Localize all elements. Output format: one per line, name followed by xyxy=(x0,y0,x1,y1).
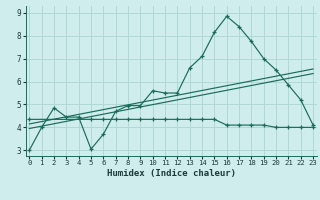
X-axis label: Humidex (Indice chaleur): Humidex (Indice chaleur) xyxy=(107,169,236,178)
